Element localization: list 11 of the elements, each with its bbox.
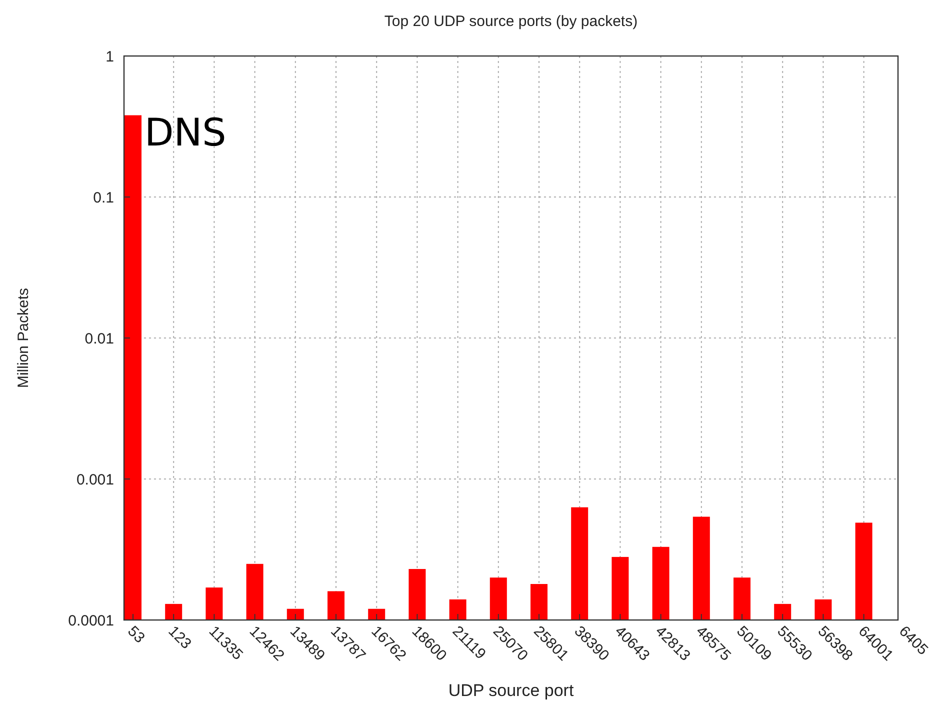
y-tick-label: 0.01 — [84, 330, 114, 348]
x-axis-title: UDP source port — [448, 681, 574, 700]
x-tick-label: 123 — [164, 622, 194, 653]
y-tick-label: 0.001 — [76, 471, 114, 488]
annotation: DNS — [144, 110, 226, 155]
chart-title: Top 20 UDP source ports (by packets) — [384, 13, 638, 30]
y-tick-label: 1 — [106, 48, 114, 66]
y-tick-label: 0.1 — [93, 189, 114, 206]
y-tick-label: 0.0001 — [68, 612, 114, 630]
x-tick-label: 53 — [124, 622, 148, 647]
y-axis-title: Million Packets — [15, 288, 32, 388]
